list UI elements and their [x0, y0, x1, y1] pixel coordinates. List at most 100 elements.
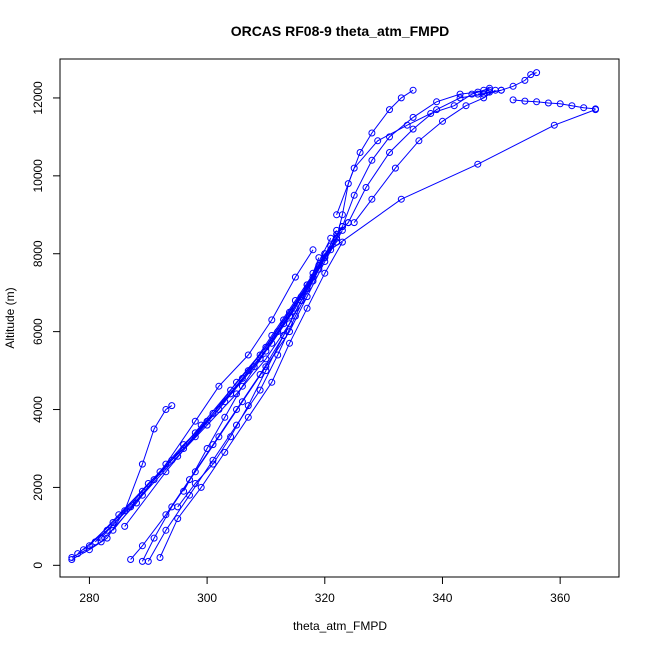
data-point [580, 104, 588, 112]
series-path [477, 72, 537, 95]
data-point [256, 355, 264, 363]
series-path [183, 241, 337, 492]
data-point [386, 106, 393, 114]
data-point [350, 191, 358, 199]
data-point [568, 102, 576, 110]
x-axis-label: theta_atm_FMPD [293, 619, 387, 633]
data-point [121, 522, 129, 530]
data-point [550, 121, 558, 129]
data-point [91, 538, 99, 546]
data-point [456, 94, 464, 102]
data-point [433, 106, 441, 114]
data-point [221, 413, 229, 421]
x-tick-label: 320 [315, 591, 335, 605]
series-line [174, 234, 341, 511]
data-point [74, 550, 82, 558]
y-tick-label: 6000 [31, 318, 45, 345]
x-axis: 280 300 320 340 360 [79, 576, 570, 605]
y-tick-label: 8000 [31, 240, 45, 267]
chart-title: ORCAS RF08-9 theta_atm_FMPD [231, 23, 450, 39]
data-point [338, 223, 346, 230]
data-point [368, 129, 376, 137]
data-point [386, 149, 393, 156]
series-path [324, 109, 596, 255]
data-point [303, 281, 311, 289]
data-point [244, 413, 252, 421]
data-point [150, 425, 158, 433]
data-point [244, 402, 252, 410]
data-point [162, 406, 170, 413]
data-point [303, 304, 311, 312]
series-path [341, 89, 490, 227]
y-tick-label: 2000 [31, 474, 45, 501]
data-point [256, 386, 264, 394]
data-point [186, 476, 193, 484]
series-line [474, 69, 541, 98]
data-point [168, 402, 176, 410]
data-point [180, 441, 188, 449]
data-point [68, 554, 76, 561]
series-path [130, 237, 338, 560]
data-point [268, 316, 276, 324]
data-point [138, 460, 146, 468]
data-point [238, 382, 246, 390]
data-point [138, 542, 146, 550]
data-point [291, 273, 299, 281]
data-point [238, 398, 246, 406]
x-tick-label: 300 [197, 591, 217, 605]
x-tick-label: 360 [550, 591, 570, 605]
data-point [409, 86, 417, 94]
data-point [286, 312, 293, 320]
data-point [333, 234, 341, 242]
data-point [456, 90, 464, 98]
data-point [321, 250, 329, 258]
data-point [315, 261, 323, 269]
y-tick-label: 0 [31, 562, 45, 569]
data-point [592, 105, 599, 113]
data-point [221, 448, 229, 456]
series-path [100, 222, 349, 539]
data-point [127, 556, 135, 563]
data-point [244, 351, 252, 359]
series-line [156, 238, 346, 561]
data-point [85, 542, 93, 550]
data-point [544, 99, 552, 107]
data-point [80, 546, 87, 554]
data-point [409, 113, 417, 121]
data-point [262, 347, 270, 355]
data-point [344, 180, 352, 188]
x-tick-label: 340 [432, 591, 452, 605]
data-point [333, 211, 341, 219]
data-point [180, 487, 188, 495]
data-point [309, 246, 317, 254]
data-point [391, 164, 399, 172]
series-path [513, 99, 596, 110]
data-point [556, 100, 564, 108]
data-point [197, 483, 205, 491]
data-point [162, 526, 170, 534]
data-point [233, 378, 240, 386]
data-point [486, 88, 493, 96]
data-point [191, 468, 199, 476]
data-point [262, 367, 270, 375]
data-point [162, 511, 170, 519]
y-axis-label: Altitude (m) [3, 287, 17, 348]
data-point [350, 219, 358, 227]
plot-series [68, 69, 599, 565]
series-line [350, 86, 499, 227]
data-point [362, 184, 370, 191]
data-point [227, 433, 235, 441]
data-point [509, 96, 517, 104]
data-point [480, 94, 488, 102]
series-line [509, 96, 599, 113]
data-point [521, 97, 529, 105]
series-path [159, 241, 343, 558]
data-point [374, 137, 382, 145]
data-point [433, 98, 441, 106]
data-point [356, 149, 364, 156]
data-point [527, 71, 535, 79]
series-path [177, 237, 338, 508]
data-point [97, 534, 105, 542]
